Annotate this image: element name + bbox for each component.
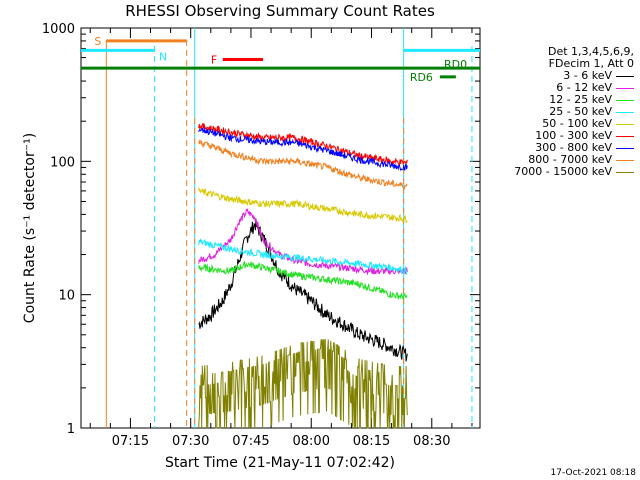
y-tick-label: 10 [58, 289, 75, 304]
legend-entry: 12 - 25 keV [480, 94, 640, 106]
legend-swatch [616, 112, 634, 113]
legend-entry: 300 - 800 keV [480, 142, 640, 154]
legend-swatch [616, 160, 634, 161]
legend-entry: 25 - 50 keV [480, 106, 640, 118]
x-tick-label: 08:30 [413, 434, 450, 449]
legend-entry: 3 - 6 keV [480, 70, 640, 82]
series-line [198, 339, 408, 429]
legend-label: 12 - 25 keV [549, 93, 612, 106]
legend-swatch [616, 124, 634, 125]
x-tick-label: 07:15 [112, 434, 149, 449]
legend-entry: 50 - 100 keV [480, 118, 640, 130]
x-tick-label: 08:00 [293, 434, 330, 449]
legend-header-2: FDecim 1, Att 0 [548, 57, 634, 70]
legend-swatch [616, 136, 634, 137]
tick-labels: 1 10 100 1000 07:15 07:30 07:45 08:00 08:15 08:30 [42, 22, 451, 449]
legend-label: 6 - 12 keV [556, 81, 612, 94]
legend-entry: 7000 - 15000 keV [480, 166, 640, 178]
x-tick-label: 08:15 [353, 434, 390, 449]
y-tick-label: 100 [50, 155, 75, 170]
series-line [198, 139, 408, 190]
series-line [198, 187, 408, 223]
series-line [198, 218, 408, 362]
legend-entries: 3 - 6 keV 6 - 12 keV 12 - 25 keV 25 - 50 ke… [480, 70, 640, 178]
legend-entry: 800 - 7000 keV [480, 154, 640, 166]
annotation-label: F [211, 54, 217, 67]
series-line [198, 260, 408, 300]
legend-label: 300 - 800 keV [535, 141, 612, 154]
legend: Det 1,3,4,5,6,9, FDecim 1, Att 0 3 - 6 k… [480, 46, 640, 178]
timestamp: 17-Oct-2021 08:18 [550, 468, 636, 478]
y-tick-label: 1000 [42, 22, 75, 37]
x-axis-label: Start Time (21-May-11 07:02:42) [165, 455, 395, 471]
legend-entry: 100 - 300 keV [480, 130, 640, 142]
legend-label: 800 - 7000 keV [528, 153, 612, 166]
legend-label: 50 - 100 keV [542, 117, 612, 130]
annotation-label: N [159, 50, 167, 63]
series-group [198, 122, 408, 429]
annotation-label: RD6 [410, 71, 433, 84]
series-line [198, 238, 408, 275]
y-tick-label: 1 [67, 422, 75, 437]
annotation-bars: S N F RD0 RD6 [81, 35, 480, 84]
spacecraft-markers [105, 28, 473, 428]
legend-swatch [616, 100, 634, 101]
plot-frame [80, 27, 481, 429]
legend-label: 100 - 300 keV [535, 129, 612, 142]
legend-swatch [616, 172, 634, 173]
plot-axes [80, 27, 481, 429]
legend-swatch [616, 76, 634, 77]
annotation-label: RD0 [444, 58, 467, 71]
series-line [198, 127, 408, 172]
legend-swatch [616, 88, 634, 89]
legend-label: 7000 - 15000 keV [514, 165, 612, 178]
legend-entry: 6 - 12 keV [480, 82, 640, 94]
legend-label: 25 - 50 keV [549, 105, 612, 118]
chart-title: RHESSI Observing Summary Count Rates [125, 2, 435, 20]
x-tick-label: 07:30 [172, 434, 209, 449]
legend-label: 3 - 6 keV [563, 69, 612, 82]
series-line [198, 208, 408, 276]
y-axis-label: Count Rate (s⁻¹ detector⁻¹) [22, 133, 38, 323]
annotation-label: S [94, 35, 101, 48]
legend-header-1: Det 1,3,4,5,6,9, [547, 45, 634, 58]
x-tick-label: 07:45 [232, 434, 269, 449]
legend-swatch [616, 148, 634, 149]
